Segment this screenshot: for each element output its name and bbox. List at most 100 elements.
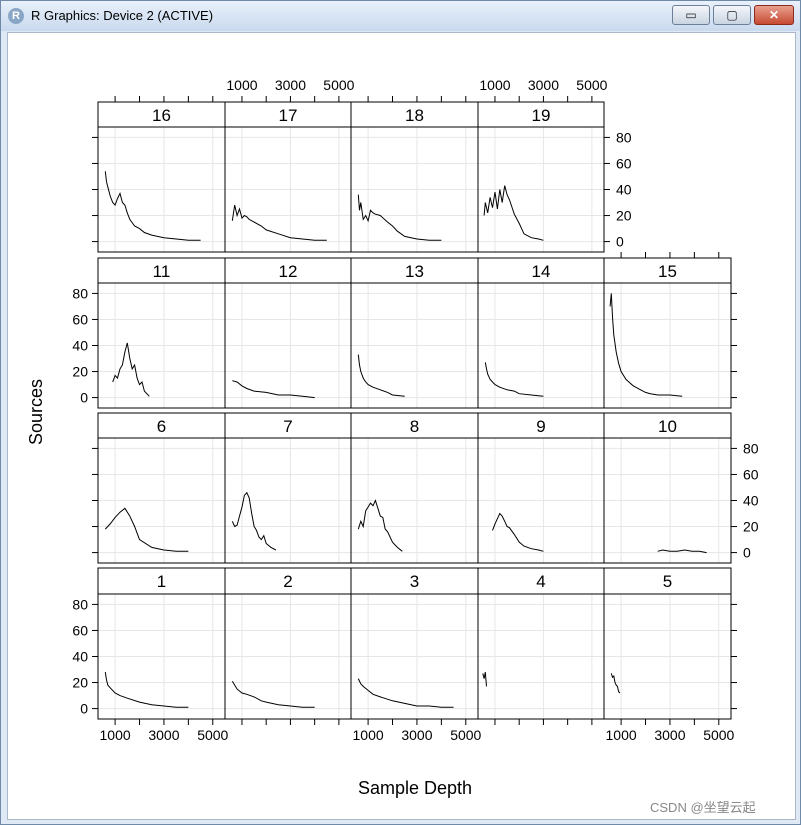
series-line	[104, 672, 189, 708]
y-axis-title: Sources	[26, 379, 46, 445]
panel-strip	[224, 101, 352, 128]
series-line	[657, 549, 707, 554]
panel-strip	[97, 257, 226, 284]
series-line	[231, 491, 277, 551]
series-line	[231, 204, 327, 241]
panel-strip	[224, 567, 352, 595]
y-tick-label: 40	[72, 338, 88, 354]
series-line	[483, 185, 544, 241]
x-tick-label: 3000	[148, 727, 179, 743]
title-bar[interactable]: R R Graphics: Device 2 (ACTIVE) ▭ ▢ ✕	[1, 1, 800, 31]
y-tick-label: 0	[743, 545, 751, 561]
y-tick-label: 0	[80, 701, 88, 717]
plot-area: 1 2 3 4 5 6 7 8 9 10 11 12 13 14 15 16 17 18 19 1000 3000 500…	[7, 32, 796, 820]
series-line	[484, 362, 544, 397]
y-tick-label: 80	[743, 440, 759, 456]
series-line	[231, 680, 315, 708]
watermark: CSDN @坐望云起	[650, 800, 756, 815]
series-line	[357, 678, 454, 708]
y-tick-label: 80	[616, 129, 632, 145]
close-icon: ✕	[768, 8, 780, 22]
panel-strip	[477, 257, 605, 284]
panel-label: 19	[532, 106, 551, 125]
panel-label: 13	[405, 262, 424, 281]
panel-label: 18	[405, 106, 424, 125]
series-line	[609, 293, 683, 397]
x-tick-label: 3000	[654, 727, 685, 743]
panel-label: 14	[532, 262, 551, 281]
y-tick-label: 60	[72, 622, 88, 638]
panel-strip	[603, 412, 732, 439]
maximize-button[interactable]: ▢	[713, 5, 751, 25]
panel-label: 5	[663, 572, 672, 591]
series-line	[104, 171, 201, 241]
y-tick-label: 60	[72, 311, 88, 327]
series-line	[112, 342, 150, 397]
y-tick-label: 20	[616, 208, 632, 224]
panel-label: 9	[536, 417, 545, 436]
series-line	[357, 499, 403, 552]
y-tick-label: 40	[72, 649, 88, 665]
x-axis-title: Sample Depth	[358, 778, 472, 798]
y-tick-label: 0	[80, 390, 88, 406]
minimize-button[interactable]: ▭	[672, 5, 710, 25]
panel-label: 12	[279, 262, 298, 281]
close-button[interactable]: ✕	[754, 5, 794, 25]
panel-strip	[97, 567, 226, 595]
x-tick-label: 5000	[323, 77, 354, 93]
x-tick-label: 5000	[576, 77, 607, 93]
panel-label: 3	[410, 572, 419, 591]
x-tick-label: 5000	[197, 727, 228, 743]
y-tick-label: 20	[72, 364, 88, 380]
panel-label: 15	[658, 262, 677, 281]
y-tick-label: 60	[616, 155, 632, 171]
window-title: R Graphics: Device 2 (ACTIVE)	[31, 8, 214, 23]
panel-strip	[477, 101, 605, 128]
y-tick-label: 0	[616, 234, 624, 250]
series-line	[492, 512, 544, 552]
panel-label: 7	[283, 417, 292, 436]
x-tick-label: 3000	[528, 77, 559, 93]
series-line	[357, 194, 442, 241]
x-tick-label: 1000	[606, 727, 637, 743]
x-tick-label: 1000	[226, 77, 257, 93]
x-tick-label: 1000	[353, 727, 384, 743]
x-tick-label: 3000	[401, 727, 432, 743]
r-logo-icon: R	[8, 8, 24, 24]
panel-strip	[97, 101, 226, 128]
panel-label: 2	[283, 572, 292, 591]
y-tick-label: 20	[743, 519, 759, 535]
panel-label: 1	[157, 572, 166, 591]
panel-label: 8	[410, 417, 419, 436]
x-tick-label: 5000	[450, 727, 481, 743]
maximize-icon: ▢	[726, 8, 738, 22]
panel-label: 10	[658, 417, 677, 436]
panel-strip	[224, 412, 352, 439]
x-tick-label: 3000	[275, 77, 306, 93]
y-tick-label: 60	[743, 466, 759, 482]
y-tick-label: 80	[72, 596, 88, 612]
x-tick-label: 5000	[703, 727, 734, 743]
x-tick-label: 1000	[479, 77, 510, 93]
panel-label: 6	[157, 417, 166, 436]
y-tick-label: 40	[616, 182, 632, 198]
y-tick-label: 80	[72, 285, 88, 301]
panel-label: 17	[279, 106, 298, 125]
series-line	[104, 507, 189, 552]
series-line	[610, 673, 621, 694]
panel-strip	[97, 412, 226, 439]
series-line	[482, 672, 487, 687]
y-tick-label: 20	[72, 675, 88, 691]
panel-strip	[603, 257, 732, 284]
panel-label: 11	[153, 262, 171, 281]
panel-label: 16	[152, 106, 171, 125]
panel-strip	[603, 567, 732, 595]
panel-label: 4	[536, 572, 545, 591]
series-line	[232, 380, 315, 399]
panel-strip	[477, 567, 605, 595]
minimize-icon: ▭	[685, 8, 697, 22]
y-tick-label: 40	[743, 493, 759, 509]
x-tick-label: 1000	[100, 727, 131, 743]
